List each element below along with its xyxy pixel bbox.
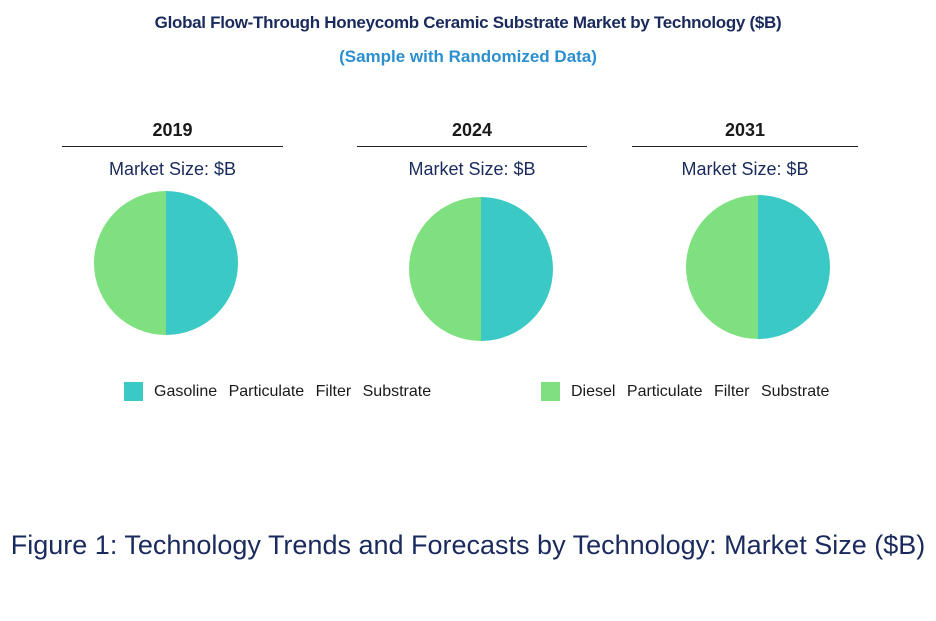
pie-chart-2019 xyxy=(94,191,238,335)
pie-chart-2024 xyxy=(409,197,553,341)
panel-year: 2024 xyxy=(357,118,587,147)
legend-item-gasoline: Gasoline Particulate Filter Substrate xyxy=(124,382,431,401)
pie-slice-gasoline xyxy=(758,195,830,339)
panel-market-size: Market Size: $B xyxy=(108,159,237,179)
pie-slice-diesel xyxy=(686,195,758,339)
legend-label: Gasoline Particulate Filter Substrate xyxy=(154,382,432,400)
pie-slice-diesel xyxy=(409,197,481,341)
chart-subtitle: (Sample with Randomized Data) xyxy=(339,47,597,66)
pie-panel-2019: 2019 Market Size: $B xyxy=(62,118,283,180)
pie-panel-2024: 2024 Market Size: $B xyxy=(357,118,587,180)
pie-slice-gasoline xyxy=(166,191,238,335)
figure-caption: Figure 1: Technology Trends and Forecast… xyxy=(10,530,926,560)
chart-title: Global Flow-Through Honeycomb Ceramic Su… xyxy=(154,13,782,32)
legend-label: Diesel Particulate Filter Substrate xyxy=(571,382,830,400)
pie-chart-2031 xyxy=(686,195,830,339)
panel-year: 2019 xyxy=(62,118,283,147)
legend-swatch-gasoline xyxy=(124,382,143,401)
legend-item-diesel: Diesel Particulate Filter Substrate xyxy=(541,382,829,401)
legend-swatch-diesel xyxy=(541,382,560,401)
pie-slice-diesel xyxy=(94,191,166,335)
panel-market-size: Market Size: $B xyxy=(408,159,536,179)
panel-year: 2031 xyxy=(632,118,858,147)
panel-market-size: Market Size: $B xyxy=(681,159,809,179)
pie-slice-gasoline xyxy=(481,197,553,341)
pie-panel-2031: 2031 Market Size: $B xyxy=(632,118,858,180)
